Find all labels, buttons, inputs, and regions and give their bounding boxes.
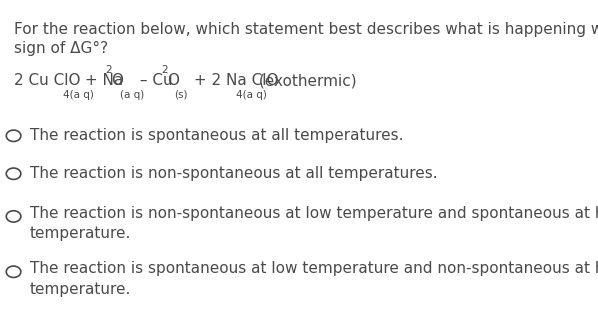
Text: 4(a q): 4(a q)	[236, 90, 267, 100]
Text: 2: 2	[161, 65, 168, 75]
Text: – Cu: – Cu	[135, 73, 173, 88]
Text: The reaction is spontaneous at low temperature and non-spontaneous at high: The reaction is spontaneous at low tempe…	[30, 261, 598, 276]
Text: The reaction is non-spontaneous at all temperatures.: The reaction is non-spontaneous at all t…	[30, 166, 437, 181]
Text: For the reaction below, which statement best describes what is happening with th: For the reaction below, which statement …	[14, 22, 598, 37]
Text: (exothermic): (exothermic)	[254, 73, 356, 88]
Text: temperature.: temperature.	[30, 226, 131, 241]
Text: 2 Cu ClO: 2 Cu ClO	[14, 73, 80, 88]
Text: 4(a q): 4(a q)	[63, 90, 94, 100]
Text: (a q): (a q)	[120, 90, 144, 100]
Text: The reaction is non-spontaneous at low temperature and spontaneous at high: The reaction is non-spontaneous at low t…	[30, 206, 598, 221]
Text: O: O	[111, 73, 123, 88]
Text: (s): (s)	[175, 90, 188, 100]
Text: The reaction is spontaneous at all temperatures.: The reaction is spontaneous at all tempe…	[30, 128, 403, 143]
Text: O: O	[167, 73, 179, 88]
Text: 2: 2	[105, 65, 111, 75]
Text: + 2 Na ClO: + 2 Na ClO	[189, 73, 278, 88]
Text: sign of ΔG°?: sign of ΔG°?	[14, 41, 108, 56]
Text: + Na: + Na	[81, 73, 124, 88]
Text: temperature.: temperature.	[30, 282, 131, 297]
